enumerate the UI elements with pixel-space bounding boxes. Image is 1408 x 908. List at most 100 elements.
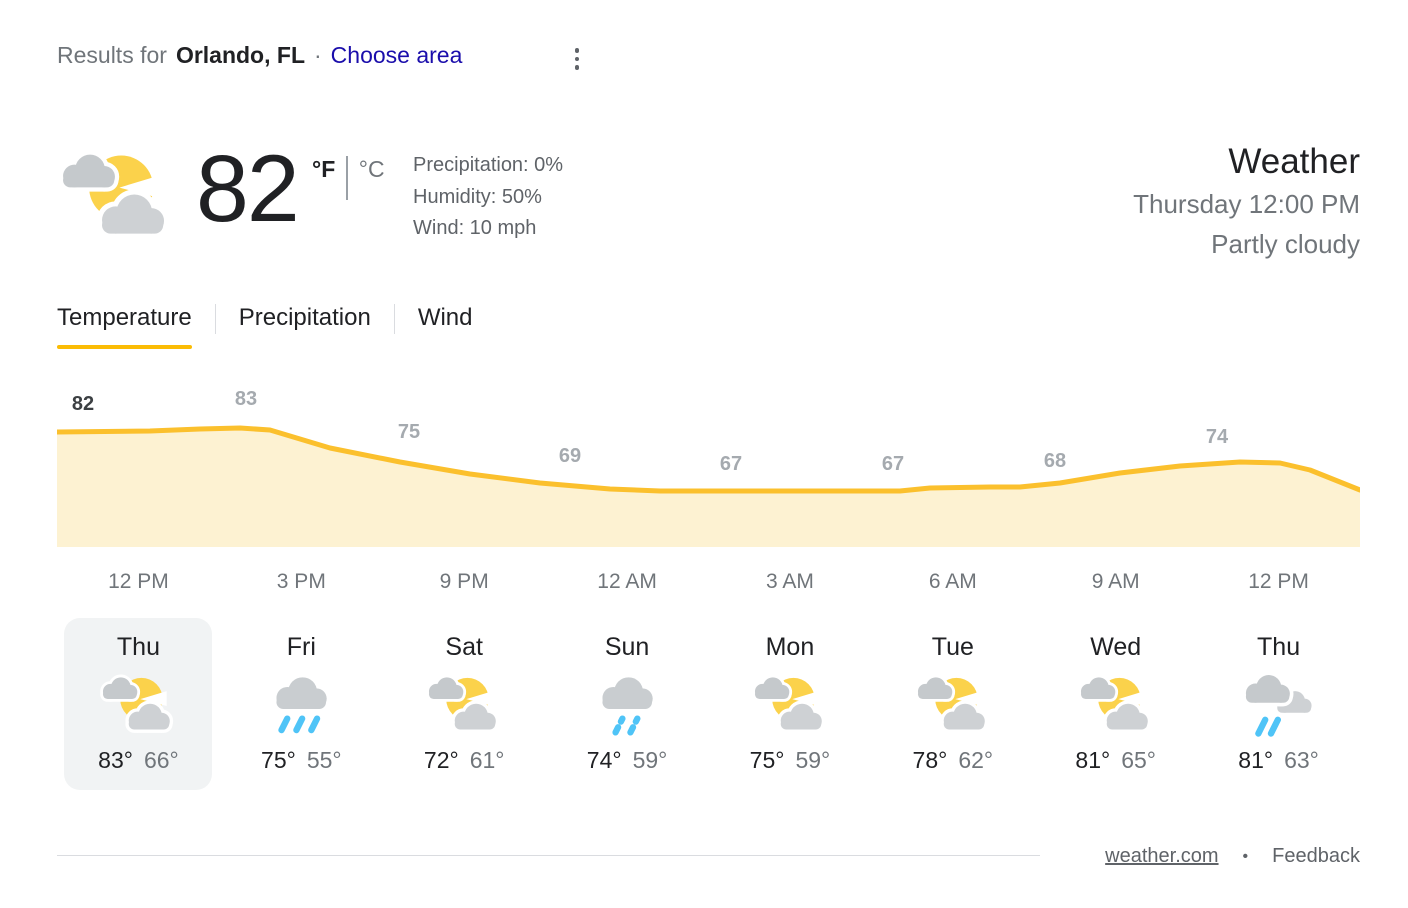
partly-cloudy-icon <box>57 146 175 250</box>
feedback-link[interactable]: Feedback <box>1272 845 1360 867</box>
partly-cloudy-icon <box>99 671 177 741</box>
day-card-sun[interactable]: Sun 74° 59° <box>553 618 701 790</box>
tab-wind[interactable]: Wind <box>417 304 473 331</box>
wind-value: Wind: 10 mph <box>413 217 537 239</box>
day-high-temp: 81° <box>1075 747 1111 773</box>
day-low-temp: 59° <box>795 747 831 773</box>
day-high-temp: 72° <box>423 747 459 773</box>
day-name: Tue <box>931 633 974 661</box>
datetime-label: Thursday 12:00 PM <box>1133 189 1360 219</box>
time-label: 3 PM <box>276 570 326 593</box>
day-low-temp: 63° <box>1284 747 1319 773</box>
condition-label: Partly cloudy <box>1211 229 1360 259</box>
temperature-chart[interactable]: 82 83 75 69 67 67 68 74 <box>57 380 1360 547</box>
daily-forecast: Thu 83° 66° Fri 75° 55° Sat 72° 61° Sun 74° 59° Mon 7… <box>57 618 1360 790</box>
day-name: Thu <box>116 633 160 661</box>
precipitation-value: Precipitation: 0% <box>413 154 564 176</box>
partly-cloudy-icon <box>914 671 992 741</box>
rain-icon <box>262 671 340 741</box>
fahrenheit-toggle[interactable]: °F <box>312 156 336 182</box>
celsius-toggle[interactable]: °C <box>358 156 385 182</box>
day-column: Mon 75° 59° <box>709 618 872 790</box>
day-high-temp: 81° <box>1238 747 1274 773</box>
day-column: Sat 72° 61° <box>383 618 546 790</box>
day-column: Thu 83° 66° <box>57 618 220 790</box>
day-high-temp: 74° <box>586 747 622 773</box>
day-card-fri[interactable]: Fri 75° 55° <box>227 618 375 790</box>
day-high-temp: 75° <box>261 747 296 773</box>
footer-divider <box>57 855 1040 856</box>
current-temperature: 82 <box>196 136 300 242</box>
chart-label-current: 82 <box>71 393 95 415</box>
day-card-mon[interactable]: Mon 75° 59° <box>716 618 864 790</box>
unit-toggle: °F °C <box>312 156 385 200</box>
time-label: 6 AM <box>928 570 977 593</box>
time-axis: 12 PM 3 PM 9 PM 12 AM 3 AM 6 AM 9 AM 12 PM <box>57 570 1360 594</box>
day-name: Sun <box>604 633 650 661</box>
day-card-tue[interactable]: Tue 78° 62° <box>879 618 1027 790</box>
choose-area-link[interactable]: Choose area <box>330 42 463 68</box>
day-low-temp: 65° <box>1121 747 1156 773</box>
rain-clouds-icon <box>1240 671 1318 741</box>
tab-precipitation[interactable]: Precipitation <box>238 304 371 331</box>
temperature-area-chart <box>57 425 1360 547</box>
results-for-label: Results for <box>57 42 167 68</box>
humidity-value: Humidity: 50% <box>413 185 542 208</box>
time-label: 12 PM <box>1248 570 1309 593</box>
day-column: Wed 81° 65° <box>1034 618 1197 790</box>
chart-label: 83 <box>234 388 258 410</box>
day-temps: 81° 63° <box>1238 747 1319 774</box>
day-low-temp: 62° <box>958 747 994 773</box>
day-name: Wed <box>1090 633 1142 661</box>
chart-label: 75 <box>397 421 421 443</box>
time-label: 12 AM <box>597 570 657 593</box>
tab-temperature[interactable]: Temperature <box>57 304 192 349</box>
chart-label: 67 <box>881 453 905 475</box>
day-temps: 72° 61° <box>424 747 505 774</box>
weather-tabs: Temperature Precipitation Wind <box>57 294 473 349</box>
day-card-thu[interactable]: Thu 81° 63° <box>1205 618 1353 790</box>
time-label: 9 AM <box>1091 570 1140 593</box>
current-details: Precipitation: 0% Humidity: 50% Wind: 10… <box>413 150 563 245</box>
day-temps: 74° 59° <box>587 747 668 774</box>
day-temps: 75° 55° <box>261 747 342 774</box>
chart-label: 69 <box>558 445 582 467</box>
time-label: 9 PM <box>439 570 489 593</box>
separator-dot: · <box>314 42 322 68</box>
results-header: Results for Orlando, FL · Choose area <box>57 42 462 69</box>
footer-bullet: • <box>1242 847 1249 865</box>
scattered-showers-icon <box>588 671 666 741</box>
day-card-sat[interactable]: Sat 72° 61° <box>390 618 538 790</box>
day-high-temp: 78° <box>912 747 948 773</box>
partly-cloudy-icon <box>425 671 503 741</box>
day-temps: 78° 62° <box>913 747 994 774</box>
day-column: Sun 74° 59° <box>546 618 709 790</box>
partly-cloudy-icon <box>1077 671 1155 741</box>
unit-divider <box>346 156 348 200</box>
kebab-menu-icon[interactable] <box>566 44 588 74</box>
location-label: Orlando, FL <box>175 42 305 68</box>
day-low-temp: 61° <box>469 747 505 773</box>
day-name: Mon <box>765 633 815 661</box>
weather-com-link[interactable]: weather.com <box>1105 845 1219 867</box>
time-label: 3 AM <box>766 570 814 593</box>
day-temps: 81° 65° <box>1075 747 1156 774</box>
page-title: Weather <box>1228 142 1360 181</box>
day-low-temp: 66° <box>143 747 179 773</box>
day-low-temp: 59° <box>632 747 668 773</box>
temp-fill <box>57 428 1360 547</box>
day-column: Tue 78° 62° <box>871 618 1034 790</box>
day-temps: 83° 66° <box>98 747 179 774</box>
tab-separator <box>393 304 395 334</box>
day-column: Thu 81° 63° <box>1197 618 1360 790</box>
day-high-temp: 83° <box>98 747 133 773</box>
tab-separator <box>214 304 216 334</box>
chart-label: 68 <box>1043 450 1067 472</box>
day-card-wed[interactable]: Wed 81° 65° <box>1042 618 1190 790</box>
day-name: Fri <box>286 633 316 661</box>
day-temps: 75° 59° <box>750 747 831 774</box>
day-low-temp: 55° <box>306 747 342 773</box>
day-card-thu[interactable]: Thu 83° 66° <box>64 618 213 790</box>
temp-line <box>57 425 1360 494</box>
